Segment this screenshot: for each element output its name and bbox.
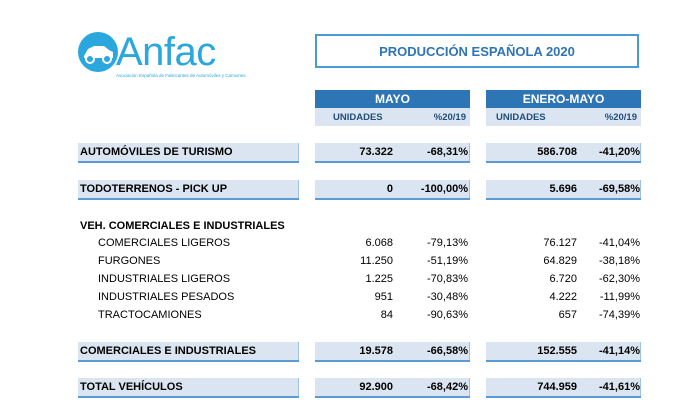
- row-underline: [315, 198, 470, 200]
- cell-mayo-pct: -100,00%: [420, 183, 468, 195]
- cell-mayo-pct: -68,31%: [427, 146, 468, 158]
- mayo-unidades-header: UNIDADES: [333, 112, 383, 123]
- enero-mayo-header-group: ENERO-MAYO UNIDADES %20/19: [486, 90, 641, 126]
- row-label: TOTAL VEHÍCULOS: [80, 381, 183, 393]
- cell-mayo-pct: -68,42%: [427, 381, 468, 393]
- row-bar: [78, 143, 299, 161]
- row-label: COMERCIALES E INDUSTRIALES: [80, 345, 257, 357]
- enero-mayo-subheader: UNIDADES %20/19: [486, 108, 641, 126]
- row-bar: [315, 180, 470, 198]
- cell-em-pct: -62,30%: [599, 273, 640, 285]
- row-label: FURGONES: [98, 255, 161, 267]
- cell-mayo-unidades: 1.225: [365, 273, 393, 285]
- logo-wordmark: Anfac: [116, 30, 216, 74]
- cell-em-unidades: 586.708: [537, 146, 577, 158]
- row-label: COMERCIALES LIGEROS: [98, 237, 231, 249]
- mayo-header: MAYO: [315, 90, 470, 108]
- report-title: PRODUCCIÓN ESPAÑOLA 2020: [315, 34, 639, 68]
- cell-mayo-unidades: 92.900: [359, 381, 393, 393]
- row-bar: [78, 180, 299, 198]
- row-underline: [315, 360, 470, 362]
- cell-mayo-unidades: 6.068: [365, 237, 393, 249]
- row-label: INDUSTRIALES PESADOS: [98, 291, 235, 303]
- row-bar: [486, 378, 641, 396]
- row-underline: [486, 360, 641, 362]
- section-header: VEH. COMERCIALES E INDUSTRIALES: [80, 220, 285, 232]
- cell-mayo-unidades: 73.322: [359, 146, 393, 158]
- car-logo-icon: [78, 32, 118, 72]
- row-bar: [486, 180, 641, 198]
- cell-em-unidades: 152.555: [537, 345, 577, 357]
- cell-mayo-unidades: 84: [380, 309, 393, 321]
- cell-em-pct: -41,04%: [599, 237, 640, 249]
- enero-mayo-unidades-header: UNIDADES: [496, 112, 546, 123]
- cell-mayo-unidades: 11.250: [360, 255, 393, 267]
- mayo-pct-header: %20/19: [433, 112, 466, 123]
- row-underline: [486, 198, 641, 200]
- cell-mayo-unidades: 19.578: [359, 345, 393, 357]
- row-underline: [78, 360, 299, 362]
- row-label: TODOTERRENOS - PICK UP: [80, 183, 228, 195]
- row-underline: [78, 198, 299, 200]
- cell-mayo-pct: -90,63%: [427, 309, 468, 321]
- row-bar: [78, 378, 299, 396]
- cell-em-pct: -69,58%: [599, 183, 640, 195]
- cell-em-unidades: 4.222: [549, 291, 577, 303]
- cell-em-unidades: 64.829: [543, 255, 577, 267]
- row-underline: [315, 161, 470, 163]
- mayo-subheader: UNIDADES %20/19: [315, 108, 470, 126]
- row-bar: [315, 143, 470, 161]
- row-underline: [315, 396, 470, 398]
- cell-mayo-pct: -30,48%: [427, 291, 468, 303]
- cell-em-unidades: 657: [558, 309, 577, 321]
- mayo-header-group: MAYO UNIDADES %20/19: [315, 90, 470, 126]
- row-underline: [78, 396, 299, 398]
- cell-mayo-pct: -66,58%: [427, 345, 468, 357]
- cell-em-pct: -74,39%: [599, 309, 640, 321]
- cell-mayo-pct: -70,83%: [427, 273, 468, 285]
- cell-em-pct: -11,99%: [599, 291, 640, 303]
- cell-em-pct: -41,20%: [599, 146, 640, 158]
- anfac-logo: Anfac Asociación Española de Fabricantes…: [78, 30, 258, 82]
- cell-em-unidades: 76.127: [543, 237, 577, 249]
- cell-em-unidades: 744.959: [537, 381, 577, 393]
- cell-em-pct: -41,14%: [599, 345, 640, 357]
- row-bar: [78, 342, 299, 360]
- cell-em-pct: -38,18%: [599, 255, 640, 267]
- row-bar: [486, 143, 641, 161]
- row-bar: [315, 342, 470, 360]
- row-label: TRACTOCAMIONES: [98, 309, 202, 321]
- row-label: AUTOMÓVILES DE TURISMO: [80, 146, 233, 158]
- cell-mayo-pct: -79,13%: [427, 237, 468, 249]
- row-bar: [486, 342, 641, 360]
- enero-mayo-pct-header: %20/19: [604, 112, 637, 123]
- logo-subtitle: Asociación Española de Fabricantes de Au…: [116, 73, 246, 78]
- cell-em-unidades: 6.720: [549, 273, 577, 285]
- row-bar: [315, 378, 470, 396]
- row-underline: [78, 161, 299, 163]
- row-label: INDUSTRIALES LIGEROS: [98, 273, 231, 285]
- cell-mayo-unidades: 0: [386, 183, 393, 195]
- cell-em-pct: -41,61%: [599, 381, 640, 393]
- cell-mayo-unidades: 951: [374, 291, 393, 303]
- cell-mayo-pct: -51,19%: [427, 255, 468, 267]
- enero-mayo-header: ENERO-MAYO: [486, 90, 641, 108]
- row-underline: [486, 161, 641, 163]
- row-underline: [486, 396, 641, 398]
- cell-em-unidades: 5.696: [549, 183, 577, 195]
